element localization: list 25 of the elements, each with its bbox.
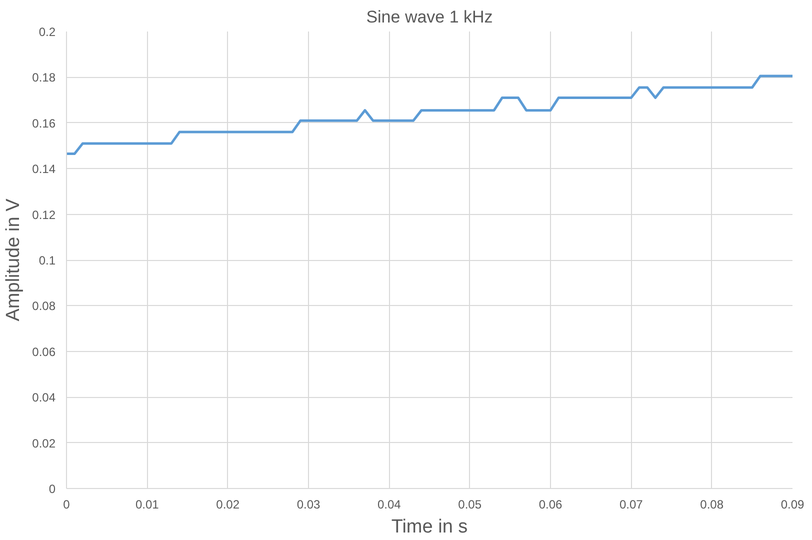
y-tick-label: 0.04: [32, 390, 56, 405]
x-tick-label: 0.03: [296, 498, 321, 512]
y-tick-label: 0: [48, 482, 56, 496]
x-tick-label: 0.04: [377, 498, 402, 512]
y-tick-label: 0.02: [32, 436, 56, 450]
x-tick-label: 0.01: [135, 498, 160, 512]
x-tick-label: 0.09: [780, 498, 805, 512]
y-tick-label: 0.14: [32, 162, 56, 176]
chart-title: Sine wave 1 kHz: [366, 8, 493, 26]
y-tick-label: 0.18: [32, 70, 56, 85]
y-tick-label: 0.08: [32, 299, 56, 314]
y-axis-title: Amplitude in V: [3, 198, 24, 322]
y-tick-label: 0.16: [32, 116, 56, 130]
y-tick-label: 0.12: [32, 208, 56, 222]
x-tick-label: 0.06: [538, 498, 563, 512]
y-tick-label: 0.2: [38, 25, 56, 39]
x-axis-title: Time in s: [391, 516, 468, 538]
y-tick-label: 0.1: [38, 254, 56, 268]
x-tick-label: 0.02: [216, 498, 240, 512]
line-series: [66, 74, 792, 155]
x-tick-label: 0.08: [700, 498, 724, 512]
x-tick-label: 0.05: [458, 498, 482, 512]
y-tick-label: 0.06: [32, 344, 56, 359]
x-tick-label: 0: [63, 498, 70, 512]
x-tick-label: 0.07: [619, 498, 644, 512]
